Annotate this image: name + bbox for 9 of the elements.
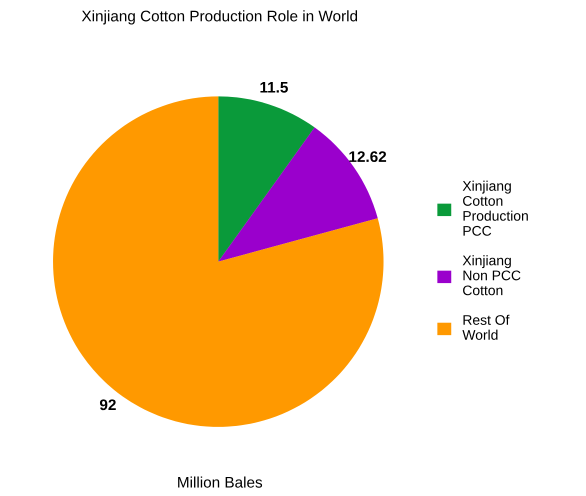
legend-label: Xinjiang Non PCC Cotton <box>462 255 520 296</box>
chart-title: Xinjiang Cotton Production Role in World <box>82 10 358 24</box>
pie-slice <box>218 96 315 262</box>
legend-label: Rest Of World <box>462 314 510 340</box>
data-label: 11.5 <box>260 82 288 93</box>
data-label: 92 <box>100 399 116 410</box>
data-label: 12.62 <box>349 151 386 162</box>
legend-label: Xinjiang Cotton Production PCC <box>462 180 528 236</box>
text: Million Bales <box>178 476 262 488</box>
